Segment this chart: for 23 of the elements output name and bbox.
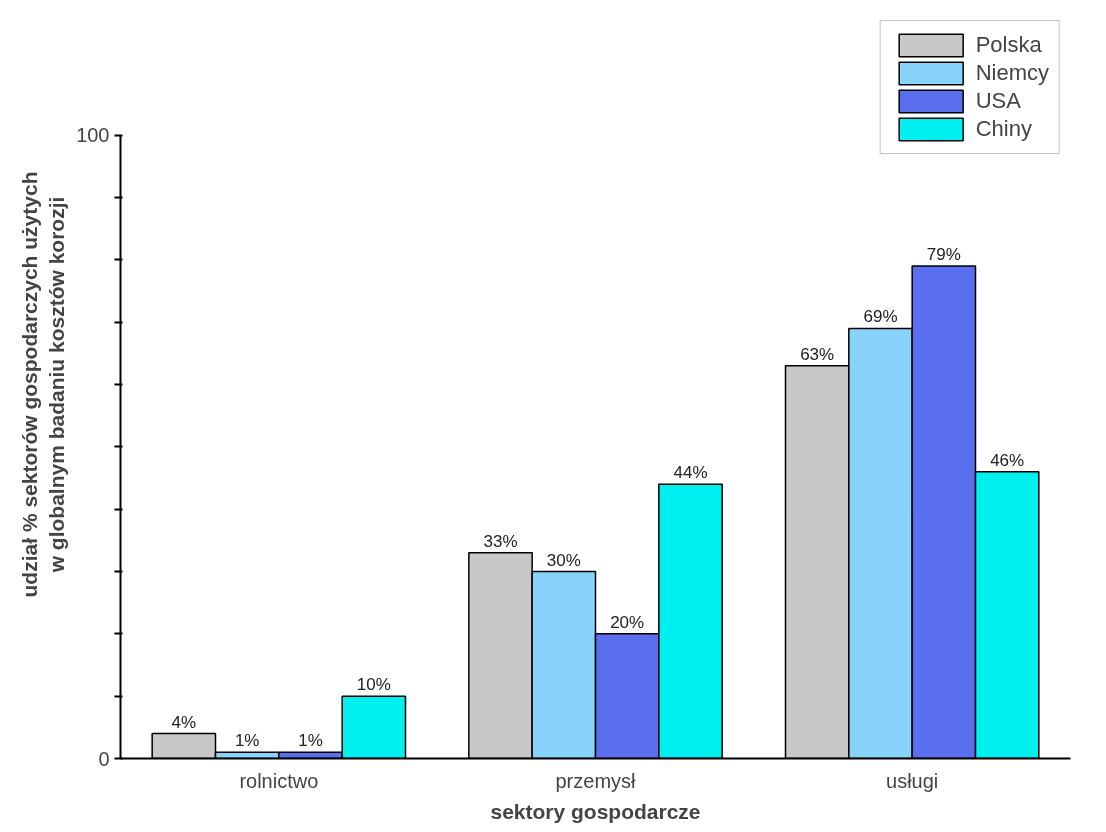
y-axis-title: udział % sektorów gospodarczych użytych w globalnym badaniu kosztów korozji [17,171,69,598]
data-label: 10% [356,675,391,695]
data-label: 69% [863,307,898,327]
x-axis-title: sektory gospodarcze [490,799,701,823]
legend-label: Polska [975,32,1042,58]
data-label: 46% [990,450,1025,470]
data-label: 44% [673,463,708,483]
legend-label: USA [975,88,1021,114]
data-label: 1% [234,731,260,751]
data-label: 4% [171,712,197,732]
x-tick-label: rolnictwo [239,769,319,792]
data-label: 1% [298,731,323,751]
x-tick-label: usługi [886,769,939,792]
x-tick-label: przemysł [555,769,637,792]
data-label: 30% [546,550,581,570]
data-label: 63% [800,344,835,364]
legend-label: Niemcy [975,60,1049,86]
data-label: 33% [483,531,518,551]
y-tick-label: 100 [76,124,110,147]
legend-label: Chiny [975,116,1032,142]
data-label: 20% [610,612,645,632]
data-label: 79% [926,245,961,265]
y-tick-label: 0 [98,747,110,770]
